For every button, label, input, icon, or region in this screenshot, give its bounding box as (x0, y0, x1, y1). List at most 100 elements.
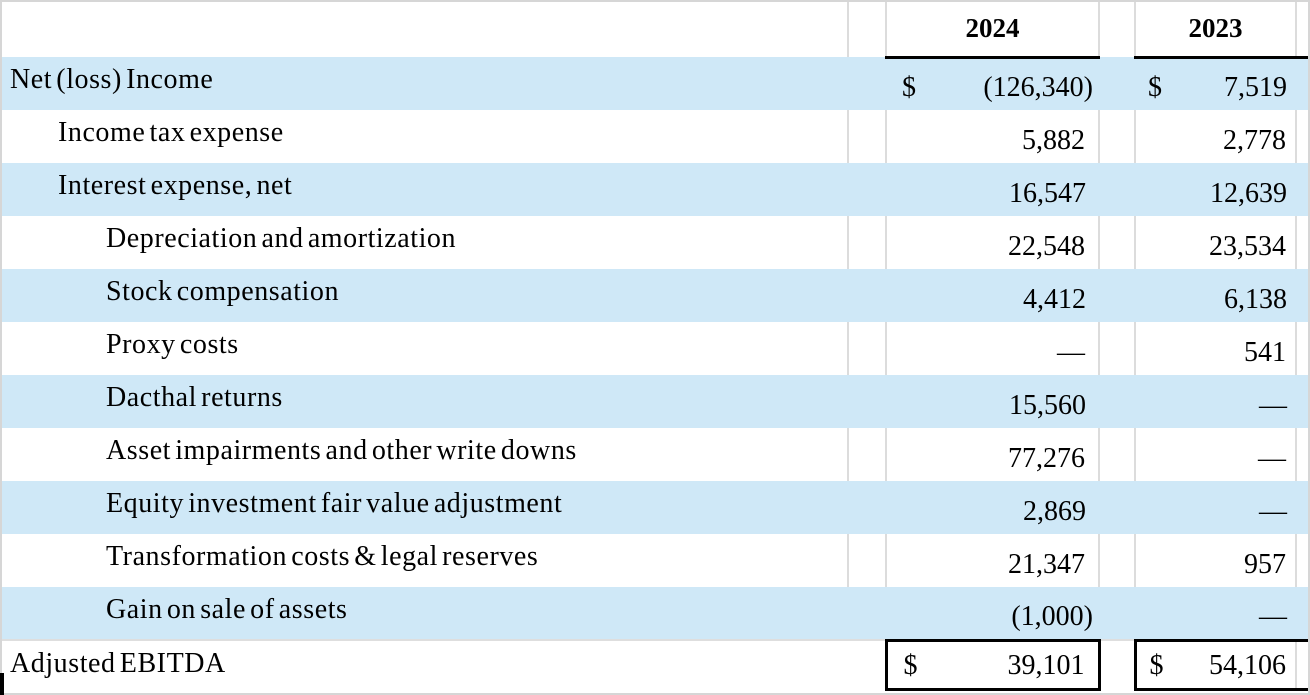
header-edge-cell (1296, 2, 1308, 59)
header-label-cell (2, 2, 849, 57)
table-row-interest-expense-net: Interest expense, net 16,547 12,639 (2, 163, 1308, 216)
row-edge-cell (1296, 216, 1308, 269)
table-row-net-loss-income: Net (loss) Income $ (126,340) $7,519 (2, 57, 1308, 110)
value-cell-2023: 2,778 (1135, 110, 1297, 163)
row-edge-cell (1296, 269, 1308, 322)
spacer-cell (1098, 639, 1136, 689)
row-label: Net (loss) Income (2, 57, 848, 110)
row-edge-cell (1296, 481, 1308, 534)
gap-cell (1099, 689, 1135, 693)
currency-symbol: $ (1149, 649, 1164, 681)
row-edge-cell (1296, 322, 1308, 375)
spacer-cell (1099, 428, 1136, 481)
value-cell-2024: 2,869 (886, 481, 1099, 534)
bottom-gap-row (2, 689, 1308, 693)
row-label: Income tax expense (2, 110, 849, 163)
value-cell-2024: 21,347 (886, 534, 1100, 587)
spacer-cell (848, 428, 887, 481)
spacer-cell (848, 639, 886, 689)
row-edge-cell (1296, 534, 1308, 587)
gap-cell (886, 689, 1099, 693)
row-label: Adjusted EBITDA (2, 639, 848, 689)
amount-2023: 54,106 (1209, 649, 1286, 681)
spacer-cell (1099, 163, 1135, 216)
row-label: Interest expense, net (2, 163, 848, 216)
value-cell-2024: 16,547 (886, 163, 1099, 216)
amount-2023: 7,519 (1224, 72, 1287, 103)
value-cell-2023: — (1135, 375, 1296, 428)
table-row-transformation-costs: Transformation costs & legal reserves 21… (2, 534, 1308, 587)
spacer-cell (848, 587, 886, 640)
spacer-cell (848, 269, 886, 322)
column-header-2023: 2023 (1135, 2, 1297, 59)
row-label: Proxy costs (2, 322, 849, 375)
value-cell-2024: 77,276 (886, 428, 1100, 481)
spacer-cell (1099, 57, 1135, 110)
value-cell-2023: 541 (1135, 322, 1297, 375)
text-cursor-artifact (0, 673, 4, 695)
value-cell-2024: $ (126,340) (886, 57, 1099, 110)
value-cell-2024: 5,882 (886, 110, 1100, 163)
value-cell-2023: 957 (1135, 534, 1297, 587)
value-cell-2023: — (1135, 587, 1296, 640)
value-cell-2023: $7,519 (1135, 57, 1296, 110)
value-cell-2023: 6,138 (1135, 269, 1296, 322)
row-edge-cell (1296, 57, 1308, 110)
spacer-cell (1099, 110, 1136, 163)
row-label: Stock compensation (2, 269, 848, 322)
spacer-cell (848, 322, 887, 375)
row-edge-cell (1296, 375, 1308, 428)
column-header-2024: 2024 (886, 2, 1100, 59)
spacer-cell (1099, 269, 1135, 322)
amount-2024: 39,101 (1007, 649, 1085, 681)
row-edge-cell (1296, 110, 1308, 163)
header-spacer (1099, 2, 1136, 57)
currency-symbol: $ (1148, 72, 1162, 103)
table-row-adjusted-ebitda-total: Adjusted EBITDA $39,101 $54,106 (2, 638, 1308, 691)
spacer-cell (1099, 322, 1136, 375)
value-cell-2024: — (886, 322, 1100, 375)
table-row-depreciation-amortization: Depreciation and amortization 22,548 23,… (2, 216, 1308, 269)
spacer-cell (848, 216, 887, 269)
row-label: Gain on sale of assets (2, 587, 848, 640)
spacer-cell (848, 163, 886, 216)
value-cell-2023: 12,639 (1135, 163, 1296, 216)
value-cell-2024: 15,560 (886, 375, 1099, 428)
spacer-cell (848, 110, 887, 163)
spacer-cell (1099, 481, 1135, 534)
row-edge-cell (1296, 428, 1308, 481)
row-label: Transformation costs & legal reserves (2, 534, 849, 587)
row-edge-cell (1296, 163, 1308, 216)
row-label: Dacthal returns (2, 375, 848, 428)
table-row-gain-on-sale-of-assets: Gain on sale of assets (1,000) — (2, 587, 1308, 640)
gap-cell (1135, 689, 1296, 693)
spacer-cell (848, 375, 886, 428)
row-label: Asset impairments and other write downs (2, 428, 849, 481)
spacer-cell (848, 534, 887, 587)
table-row-stock-compensation: Stock compensation 4,412 6,138 (2, 269, 1308, 322)
spacer-cell (1099, 375, 1135, 428)
row-edge-cell (1296, 638, 1308, 691)
gap-cell (2, 689, 848, 693)
value-cell-2024: $39,101 (884, 638, 1101, 691)
value-cell-2023: — (1135, 481, 1296, 534)
table-row-equity-investment-adjustment: Equity investment fair value adjustment … (2, 481, 1308, 534)
table-row-asset-impairments: Asset impairments and other write downs … (2, 428, 1308, 481)
currency-symbol: $ (903, 649, 918, 681)
row-label: Equity investment fair value adjustment (2, 481, 848, 534)
value-cell-2024: 4,412 (886, 269, 1099, 322)
row-edge-cell (1296, 587, 1308, 640)
header-spacer (848, 2, 887, 57)
gap-cell (848, 689, 886, 693)
spacer-cell (1099, 534, 1136, 587)
amount-2024: (126,340) (983, 72, 1093, 103)
table-row-income-tax-expense: Income tax expense 5,882 2,778 (2, 110, 1308, 163)
value-cell-2024: 22,548 (886, 216, 1100, 269)
value-cell-2024: (1,000) (886, 587, 1099, 640)
table-row-proxy-costs: Proxy costs — 541 (2, 322, 1308, 375)
row-label: Depreciation and amortization (2, 216, 849, 269)
spacer-cell (848, 481, 886, 534)
gap-cell (1296, 689, 1308, 693)
